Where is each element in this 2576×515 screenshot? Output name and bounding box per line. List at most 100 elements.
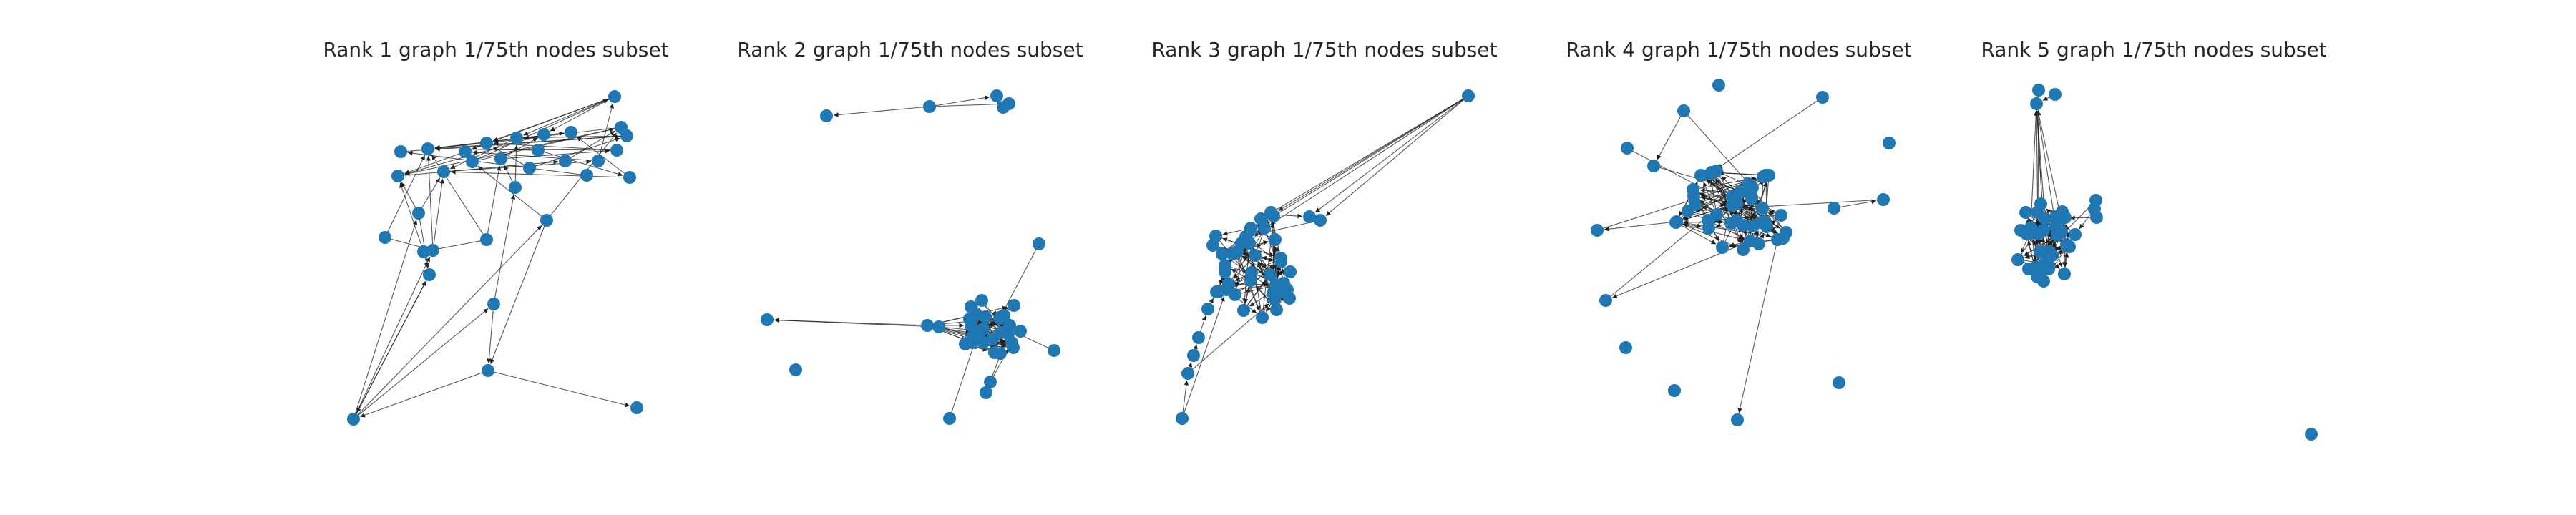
graph-node	[1757, 170, 1770, 183]
graph-node	[980, 386, 992, 399]
graph-node	[1181, 367, 1194, 380]
graph-node	[580, 169, 593, 182]
graph-edge	[1833, 199, 1877, 209]
graph-node	[482, 364, 494, 377]
graph-node	[1258, 222, 1271, 235]
graph-node	[1737, 243, 1750, 256]
graph-edge	[1181, 296, 1225, 419]
graph-edge	[1249, 250, 1263, 318]
graph-node	[943, 412, 956, 425]
graph-edge	[487, 303, 494, 364]
graph-edge	[1611, 240, 1751, 298]
graph-node	[421, 142, 434, 155]
graph-edge	[486, 165, 502, 240]
graph-node	[623, 171, 636, 184]
graph-edge	[1002, 243, 1040, 313]
panel-2-title: Rank 2 graph 1/75th nodes subset	[737, 38, 1083, 62]
graph-edge	[537, 149, 623, 177]
graph-node	[1726, 199, 1739, 212]
graph-node	[1264, 268, 1277, 281]
graph-node	[532, 144, 545, 157]
graph-edge	[487, 370, 630, 408]
graph-node	[1780, 226, 1792, 239]
graph-edge	[565, 130, 615, 162]
graph-edge	[356, 274, 430, 413]
graph-node	[1264, 206, 1277, 219]
graph-node	[2049, 210, 2062, 223]
graph-node	[437, 165, 450, 178]
graph-edge	[384, 237, 426, 250]
graph-node	[1731, 413, 1744, 426]
graph-node	[610, 144, 623, 157]
graph-node	[487, 298, 500, 310]
graph-node	[997, 309, 1010, 322]
graph-edge	[514, 144, 519, 188]
graph-node	[1669, 216, 1682, 229]
graph-edge	[353, 225, 542, 420]
graph-node	[921, 319, 934, 332]
graph-node	[1647, 160, 1660, 172]
graph-node	[932, 320, 945, 333]
graph-node	[1284, 265, 1297, 278]
graph-node	[2051, 229, 2064, 242]
graph-node	[986, 333, 999, 345]
graph-node	[1756, 202, 1769, 215]
graph-node	[1256, 311, 1269, 324]
graph-edge	[353, 256, 431, 420]
graph-edge	[426, 155, 434, 251]
graph-edge	[489, 220, 547, 364]
graph-edge	[2036, 110, 2057, 227]
graph-node	[1694, 169, 1707, 182]
graph-node	[997, 101, 1010, 114]
graph-node	[2032, 84, 2045, 97]
graph-edge	[418, 177, 441, 214]
graph-node	[1591, 224, 1604, 237]
graph-edge	[1675, 222, 1717, 245]
graph-node	[1752, 237, 1765, 250]
graph-node	[565, 126, 577, 139]
graph-edge	[1325, 95, 1469, 217]
graph-node	[1269, 278, 1282, 291]
graph-edge	[1267, 95, 1469, 216]
graph-node	[1008, 299, 1020, 312]
graph-node	[615, 121, 628, 134]
graph-panel-2	[761, 89, 1060, 425]
graph-node	[2063, 240, 2076, 253]
graph-node	[2037, 224, 2050, 237]
graph-node	[1222, 278, 1235, 290]
graph-node	[1269, 233, 1282, 246]
graph-edge	[360, 370, 489, 418]
graph-node	[608, 90, 621, 103]
graph-node	[1775, 209, 1787, 222]
graph-panel-3	[1176, 89, 1475, 425]
graph-node	[2069, 228, 2082, 241]
graph-edge	[492, 146, 530, 169]
graph-node	[466, 155, 479, 168]
graph-node	[394, 145, 407, 158]
graph-node	[391, 170, 404, 182]
graph-node	[1462, 89, 1475, 102]
graph-edge	[1247, 95, 1469, 240]
graph-node	[559, 154, 572, 167]
graph-node	[1003, 319, 1016, 332]
graph-node	[975, 294, 988, 307]
graph-node	[540, 214, 553, 227]
graph-edge	[493, 194, 516, 305]
graph-edge	[2034, 110, 2049, 268]
graph-node	[1237, 304, 1250, 317]
graph-edge	[404, 151, 466, 175]
graph-edge	[353, 220, 418, 420]
graph-edge	[1737, 239, 1778, 413]
graph-node	[2034, 245, 2046, 258]
graph-node	[965, 331, 978, 344]
graph-node	[423, 268, 436, 281]
graph-node	[412, 207, 425, 220]
graph-node	[592, 154, 605, 167]
graph-node	[2059, 211, 2072, 224]
graph-node	[1816, 91, 1829, 104]
graph-node	[1229, 288, 1241, 301]
graph-node	[379, 231, 391, 244]
graph-node	[1244, 222, 1257, 235]
graph-node	[1599, 294, 1612, 307]
graph-node	[1270, 303, 1283, 316]
